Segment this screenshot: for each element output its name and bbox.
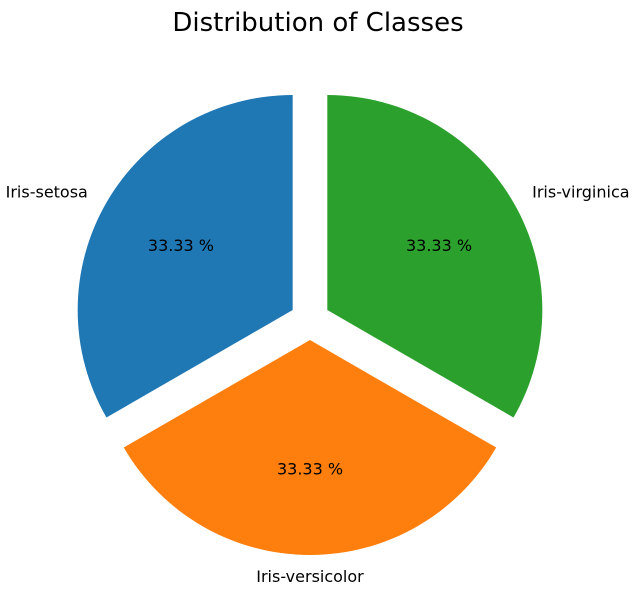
slice-percent-label: 33.33 % <box>148 236 214 255</box>
slice-category-label: Iris-setosa <box>6 182 88 201</box>
chart-title: Distribution of Classes <box>172 8 463 38</box>
pie-labels: 33.33 % Iris-setosa 33.33 % Iris-versicolor… <box>6 182 630 586</box>
pie-slice-iris-setosa <box>77 95 293 418</box>
slice-category-label: Iris-versicolor <box>256 567 364 586</box>
slice-percent-label: 33.33 % <box>406 236 472 255</box>
pie-slice-iris-versicolor <box>123 340 497 555</box>
pie-slices <box>77 95 543 555</box>
slice-percent-label: 33.33 % <box>277 460 343 479</box>
slice-category-label: Iris-virginica <box>532 182 629 201</box>
pie-slice-iris-virginica <box>327 95 543 418</box>
